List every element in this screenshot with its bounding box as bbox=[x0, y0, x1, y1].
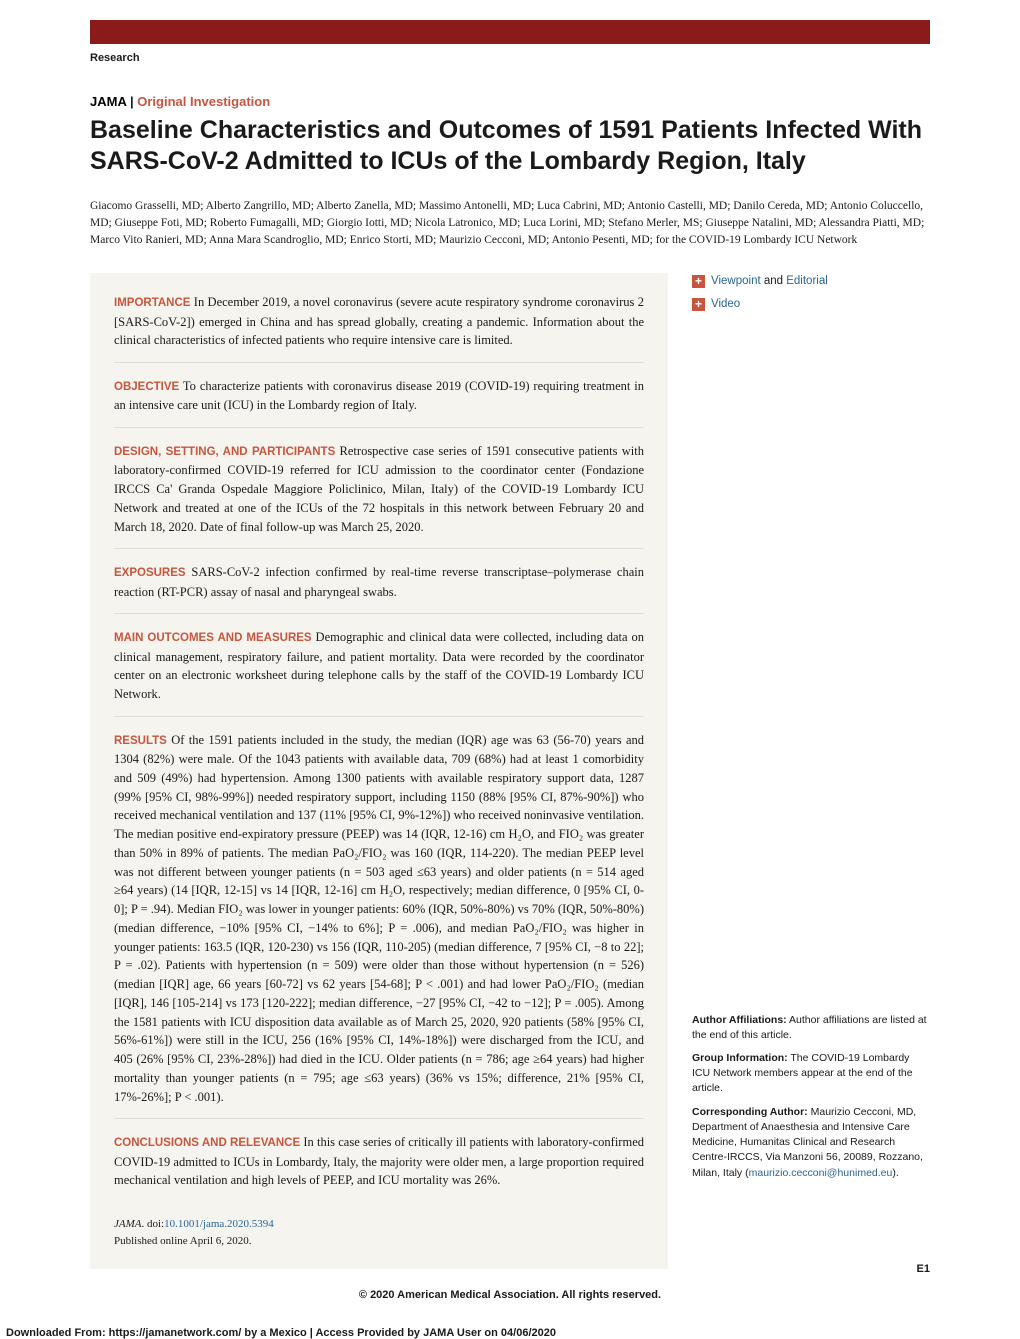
abstract-results: RESULTS Of the 1591 patients included in… bbox=[114, 731, 644, 1120]
author-list: Giacomo Grasselli, MD; Alberto Zangrillo… bbox=[90, 198, 930, 250]
page-number: E1 bbox=[917, 1263, 930, 1275]
sidebar: + Viewpoint and Editorial + Video Author… bbox=[692, 273, 930, 1269]
corresponding-author: Corresponding Author: Maurizio Cecconi, … bbox=[692, 1105, 930, 1181]
article-type: Original Investigation bbox=[137, 94, 270, 109]
journal-line: JAMA | Original Investigation bbox=[90, 94, 930, 109]
editorial-link[interactable]: Editorial bbox=[786, 275, 828, 287]
page-title: Baseline Characteristics and Outcomes of… bbox=[90, 115, 930, 178]
plus-icon: + bbox=[692, 298, 705, 311]
header-bar bbox=[90, 20, 930, 44]
supplemental-link: + Viewpoint and Editorial bbox=[692, 273, 930, 290]
doi-link[interactable]: 10.1001/jama.2020.5394 bbox=[164, 1218, 274, 1230]
abstract-importance: IMPORTANCE In December 2019, a novel cor… bbox=[114, 293, 644, 363]
supplemental-link: + Video bbox=[692, 296, 930, 313]
affiliations: Author Affiliations: Author affiliations… bbox=[692, 1013, 930, 1043]
copyright: © 2020 American Medical Association. All… bbox=[90, 1289, 930, 1301]
research-label: Research bbox=[90, 52, 930, 64]
abstract-conclusions: CONCLUSIONS AND RELEVANCE In this case s… bbox=[114, 1133, 644, 1202]
abstract-outcomes: MAIN OUTCOMES AND MEASURES Demographic a… bbox=[114, 628, 644, 717]
abstract-exposures: EXPOSURES SARS-CoV-2 infection confirmed… bbox=[114, 563, 644, 614]
abstract-objective: OBJECTIVE To characterize patients with … bbox=[114, 377, 644, 428]
citation: JAMA. doi:10.1001/jama.2020.5394 Publish… bbox=[114, 1216, 644, 1249]
journal-name: JAMA bbox=[90, 94, 126, 109]
viewpoint-link[interactable]: Viewpoint bbox=[711, 275, 761, 287]
abstract-design: DESIGN, SETTING, AND PARTICIPANTS Retros… bbox=[114, 442, 644, 549]
plus-icon: + bbox=[692, 275, 705, 288]
group-info: Group Information: The COVID-19 Lombardy… bbox=[692, 1051, 930, 1097]
email-link[interactable]: maurizio.cecconi@hunimed.eu bbox=[749, 1167, 893, 1179]
download-footer: Downloaded From: https://jamanetwork.com… bbox=[0, 1321, 1020, 1339]
video-link[interactable]: Video bbox=[711, 298, 740, 310]
abstract-box: IMPORTANCE In December 2019, a novel cor… bbox=[90, 273, 668, 1269]
